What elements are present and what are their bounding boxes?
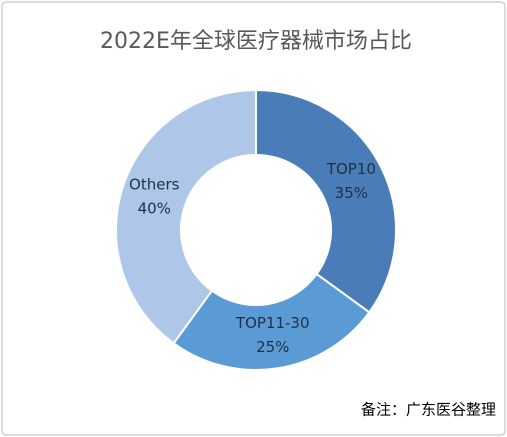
value-label: 40% (138, 199, 171, 217)
segment-label: Others (129, 175, 180, 193)
segment-label: TOP10 (326, 160, 376, 178)
donut-segment (255, 88, 397, 314)
value-label: 35% (335, 184, 368, 202)
footnote: 备注：广东医谷整理 (361, 401, 496, 419)
chart-title: 2022E年全球医疗器械市场占比 (100, 29, 412, 54)
segment-label: TOP11-30 (235, 314, 310, 332)
donut-segment (172, 272, 371, 371)
value-label: 25% (256, 338, 289, 356)
donut-segment (115, 88, 257, 345)
